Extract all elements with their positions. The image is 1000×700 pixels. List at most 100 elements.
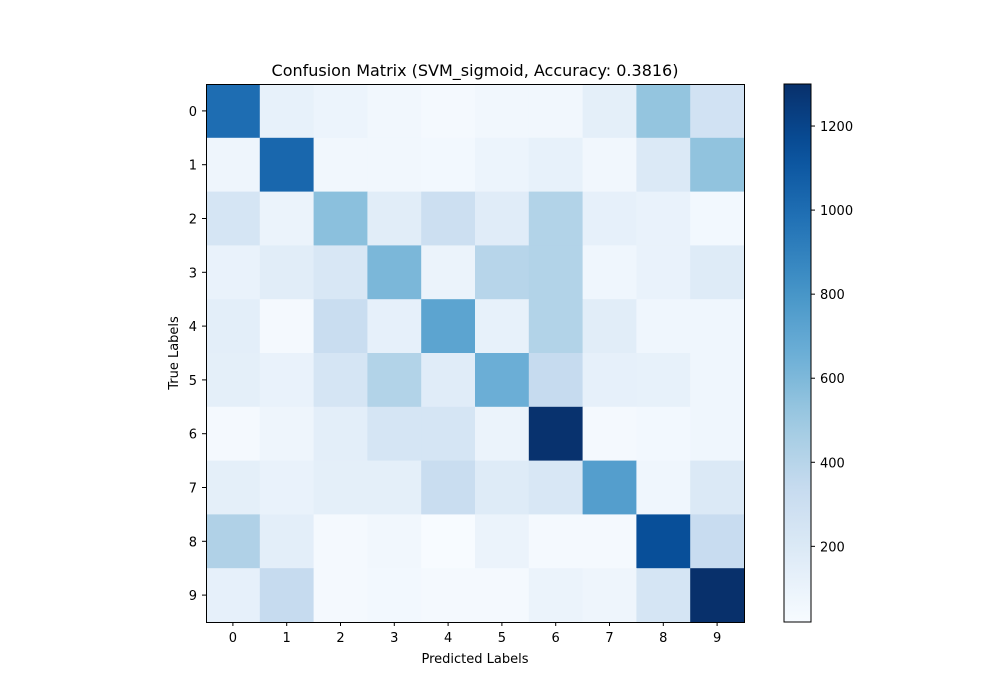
heatmap-cell [367,353,422,408]
heatmap-cell [206,299,261,354]
heatmap-cell [206,191,261,246]
heatmap-cell [259,191,315,246]
heatmap-cell [206,568,261,623]
heatmap-cell [421,137,476,193]
x-tick-label: 3 [390,631,398,646]
heatmap-cell [421,245,476,300]
heatmap-cell [206,514,261,569]
y-tick-label: 8 [189,535,197,550]
heatmap-cell [475,299,530,354]
heatmap-cell [582,299,637,354]
heatmap-cell [528,353,584,408]
heatmap-cell [582,191,637,246]
x-tick-label: 2 [336,631,344,646]
colorbar-tick-label: 800 [820,288,845,303]
heatmap-cell [690,460,745,515]
heatmap-cell [206,406,261,462]
heatmap-cell [313,191,368,246]
x-axis-label: Predicted Labels [421,652,528,667]
y-tick-label: 2 [189,213,197,228]
y-tick-label: 4 [189,320,197,335]
colorbar-tick-label: 400 [820,456,845,471]
heatmap-cell [690,84,745,139]
heatmap-cell [528,299,584,354]
heatmap-cell [636,84,691,139]
heatmap-cell [528,568,584,623]
heatmap-cell [636,406,691,462]
heatmap-cell [528,84,584,139]
colorbar-tick-label: 600 [820,372,845,387]
heatmap-cell [528,406,584,462]
heatmap-cell [313,406,368,462]
heatmap-cell [367,460,422,515]
heatmap-cell [582,568,637,623]
x-tick-label: 4 [444,631,452,646]
heatmap-cell [421,84,476,139]
heatmap-cell [367,406,422,462]
heatmap-cell [690,514,745,569]
colorbar-ticks: 200 400 600 800 1000 1200 [811,120,853,555]
y-tick-label: 6 [189,428,197,443]
heatmap-cell [313,137,368,193]
heatmap-cells [206,84,745,623]
heatmap-cell [367,245,422,300]
heatmap-cell [313,245,368,300]
heatmap-cell [367,514,422,569]
heatmap-cell [475,84,530,139]
heatmap-cell [582,460,637,515]
heatmap-cell [475,460,530,515]
y-tick-label: 1 [189,159,197,174]
heatmap-cell [259,84,315,139]
heatmap-cell [206,137,261,193]
y-axis-ticks: 0 1 2 3 4 5 6 7 8 9 [189,105,206,604]
heatmap-cell [690,245,745,300]
heatmap-cell [475,245,530,300]
heatmap-cell [528,514,584,569]
heatmap-cell [206,460,261,515]
colorbar-tick-label: 1200 [820,120,853,135]
heatmap-cell [690,568,745,623]
heatmap-cell [421,514,476,569]
heatmap-cell [582,245,637,300]
heatmap-cell [313,514,368,569]
y-tick-label: 0 [189,105,197,120]
heatmap-cell [259,299,315,354]
chart-title: Confusion Matrix (SVM_sigmoid, Accuracy:… [272,61,679,81]
y-tick-label: 9 [189,589,197,604]
x-tick-label: 8 [659,631,667,646]
y-axis-label: True Labels [167,316,182,391]
x-tick-label: 6 [552,631,560,646]
x-tick-label: 7 [605,631,613,646]
heatmap-cell [636,245,691,300]
heatmap-cell [259,460,315,515]
heatmap-cell [206,84,261,139]
heatmap-cell [636,514,691,569]
heatmap-cell [475,137,530,193]
heatmap-cell [636,299,691,354]
colorbar [783,83,812,623]
heatmap-cell [367,299,422,354]
heatmap-cell [259,353,315,408]
heatmap-cell [313,568,368,623]
heatmap-cell [528,245,584,300]
heatmap-cell [421,460,476,515]
heatmap-cell [259,406,315,462]
heatmap-cell [690,137,745,193]
heatmap-cell [421,568,476,623]
heatmap-cell [636,568,691,623]
heatmap-cell [636,191,691,246]
heatmap-cell [475,568,530,623]
heatmap-cell [528,460,584,515]
heatmap-cell [690,299,745,354]
heatmap-cell [421,353,476,408]
y-tick-label: 3 [189,266,197,281]
heatmap-cell [528,191,584,246]
x-axis-ticks: 0 1 2 3 4 5 6 7 8 9 [229,622,721,646]
heatmap-cell [206,353,261,408]
heatmap-cell [259,245,315,300]
x-tick-label: 9 [713,631,721,646]
heatmap-cell [313,353,368,408]
x-tick-label: 1 [283,631,291,646]
heatmap-cell [259,568,315,623]
heatmap-cell [367,191,422,246]
